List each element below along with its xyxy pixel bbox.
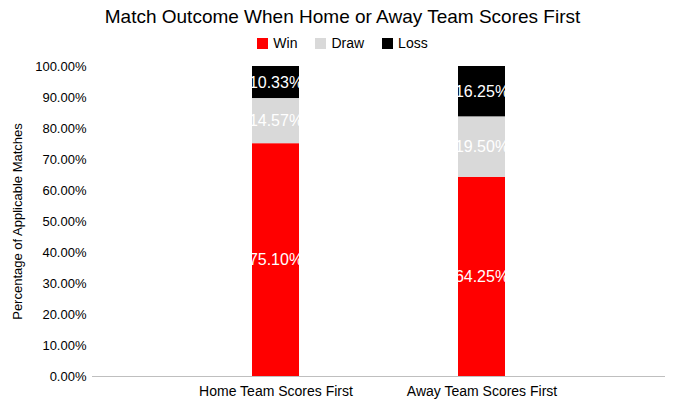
svg-text:0.00%: 0.00% xyxy=(50,369,87,384)
html-text:Draw: Draw xyxy=(331,35,365,51)
svg-text:100.00%: 100.00% xyxy=(35,59,87,74)
svg-text:Percentage of Applicable Match: Percentage of Applicable Matches xyxy=(10,123,25,320)
svg-text:75.10%: 75.10% xyxy=(249,251,303,268)
svg-text:50.00%: 50.00% xyxy=(42,214,87,229)
svg-text:14.57%: 14.57% xyxy=(249,112,303,129)
html-text:Win: Win xyxy=(273,35,298,51)
svg-text:16.25%: 16.25% xyxy=(455,83,509,100)
svg-text:30.00%: 30.00% xyxy=(42,276,87,291)
html-text:Loss: Loss xyxy=(398,35,428,51)
svg-text:19.50%: 19.50% xyxy=(455,138,509,155)
svg-text:60.00%: 60.00% xyxy=(42,183,87,198)
svg-text:10.33%: 10.33% xyxy=(249,74,303,91)
svg-text:10.00%: 10.00% xyxy=(42,338,87,353)
svg-text:64.25%: 64.25% xyxy=(455,268,509,285)
svg-text:70.00%: 70.00% xyxy=(42,152,87,167)
svg-text:90.00%: 90.00% xyxy=(42,90,87,105)
html-text:Match Outcome When Home or Awa: Match Outcome When Home or Away Team Sco… xyxy=(104,6,581,27)
svg-text:Away Team Scores First: Away Team Scores First xyxy=(407,383,558,399)
svg-text:40.00%: 40.00% xyxy=(42,245,87,260)
svg-text:Home Team Scores First: Home Team Scores First xyxy=(199,383,353,399)
svg-text:80.00%: 80.00% xyxy=(42,121,87,136)
svg-text:20.00%: 20.00% xyxy=(42,307,87,322)
